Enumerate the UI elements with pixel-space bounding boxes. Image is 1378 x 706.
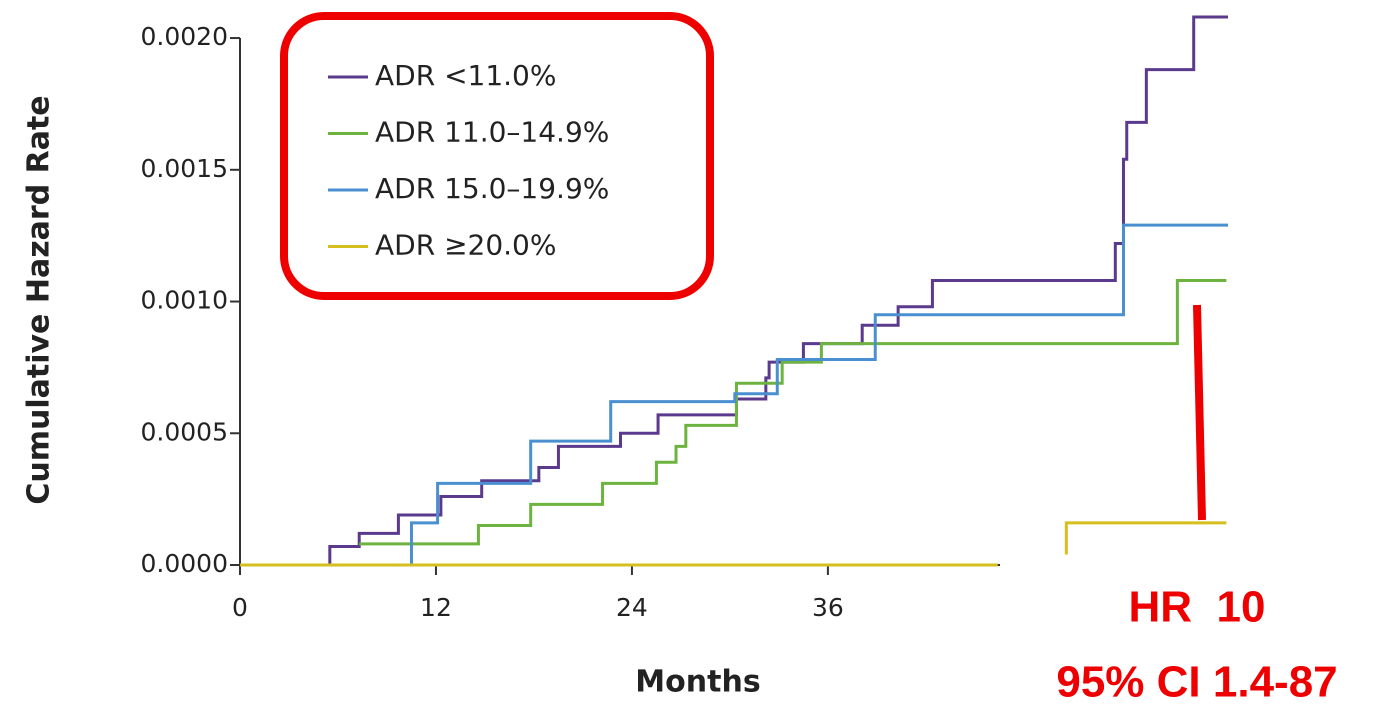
legend-label: ADR 11.0–14.9% — [375, 116, 609, 149]
legend-label: ADR <11.0% — [375, 59, 556, 92]
pointer-line — [1193, 304, 1206, 521]
series-line — [1064, 521, 1227, 555]
y-tick-label: 0.0015 — [141, 154, 228, 183]
y-tick-label: 0.0000 — [141, 549, 228, 578]
series-line — [359, 278, 1227, 546]
x-tick-label: 24 — [616, 593, 648, 622]
x-tick-label: 12 — [420, 593, 452, 622]
confidence-interval: 95% CI 1.4-87 — [1056, 658, 1337, 706]
x-tick-label: 36 — [812, 593, 844, 622]
x-tick-label: 0 — [232, 593, 248, 622]
x-axis-title: Months — [635, 665, 760, 700]
legend-label: ADR ≥20.0% — [375, 229, 556, 262]
series-line — [240, 15, 1228, 567]
y-tick-label: 0.0010 — [141, 286, 228, 315]
hazard-ratio: HR 10 — [1129, 583, 1266, 632]
series-line — [409, 223, 1228, 565]
y-tick-label: 0.0005 — [141, 417, 228, 446]
legend-label: ADR 15.0–19.9% — [375, 172, 609, 205]
y-tick-label: 0.0020 — [141, 22, 228, 51]
legend-highlight — [280, 12, 714, 300]
y-axis-title: Cumulative Hazard Rate — [22, 95, 57, 504]
